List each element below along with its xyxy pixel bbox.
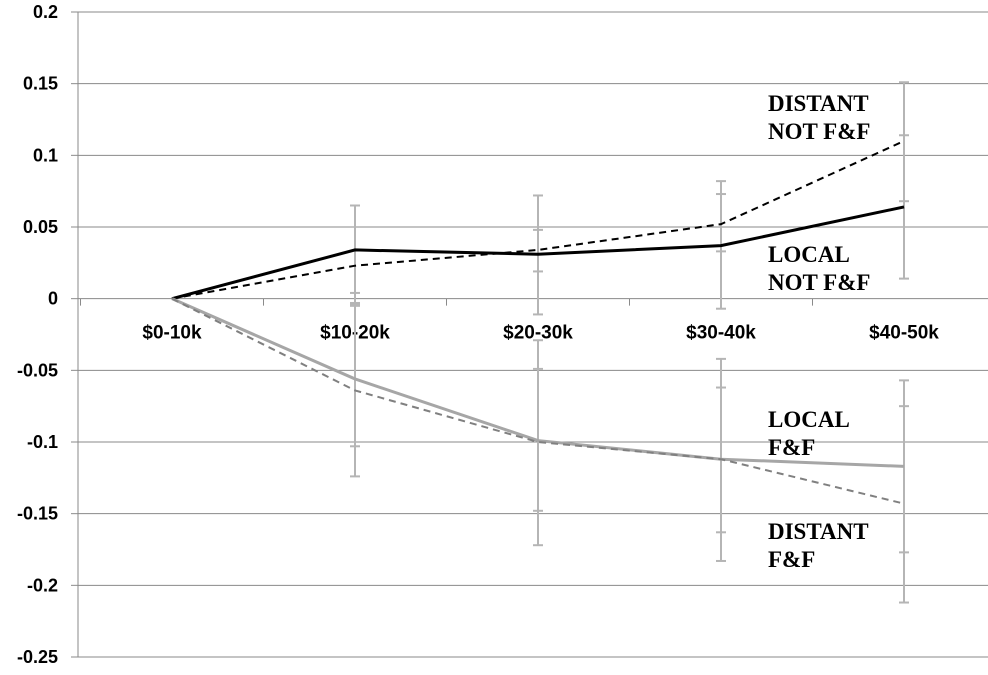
y-tick-label: 0 bbox=[48, 289, 58, 309]
y-tick-label: -0.05 bbox=[17, 360, 58, 380]
error-bar-local-not-fandf bbox=[350, 204, 360, 307]
y-axis-tick-labels: 0.2 0.15 0.1 0.05 0 -0.05 -0.1 -0.15 -0.2 -0.25 bbox=[17, 2, 58, 667]
annotation-distant-fandf: DISTANT F&F bbox=[768, 519, 869, 572]
series-line-distant-fandf bbox=[171, 297, 905, 505]
y-tick-label: 0.1 bbox=[33, 145, 58, 165]
x-tick-label: $30-40k bbox=[686, 323, 756, 344]
error-bar-distant-fandf bbox=[350, 303, 360, 448]
y-tick-label: -0.1 bbox=[27, 432, 58, 452]
x-tick-label: $20-30k bbox=[503, 323, 573, 344]
annotation-local-not-fandf: LOCAL NOT F&F bbox=[768, 242, 870, 295]
series-line-local-fandf bbox=[171, 297, 905, 468]
error-bar-distant-fandf bbox=[899, 405, 909, 554]
annotation-local-fandf: LOCAL F&F bbox=[768, 407, 850, 460]
x-tick-label: $0-10k bbox=[142, 323, 202, 344]
y-tick-label: -0.2 bbox=[27, 575, 58, 595]
series-annotations: DISTANT NOT F&F LOCAL NOT F&F LOCAL F&F DISTAN… bbox=[768, 91, 870, 572]
series-line-local-not-fandf bbox=[171, 205, 905, 301]
gridlines bbox=[71, 11, 988, 658]
y-tick-label: -0.15 bbox=[17, 504, 58, 524]
x-tick-label: $40-50k bbox=[869, 323, 939, 344]
y-tick-label: -0.25 bbox=[17, 647, 58, 667]
series-lines bbox=[171, 140, 905, 505]
y-tick-label: 0.05 bbox=[23, 217, 58, 237]
y-tick-label: 0.2 bbox=[33, 2, 58, 22]
series-line-distant-not-fandf bbox=[171, 140, 905, 300]
annotation-distant-not-fandf: DISTANT NOT F&F bbox=[768, 91, 870, 144]
y-tick-label: 0.15 bbox=[23, 74, 58, 94]
